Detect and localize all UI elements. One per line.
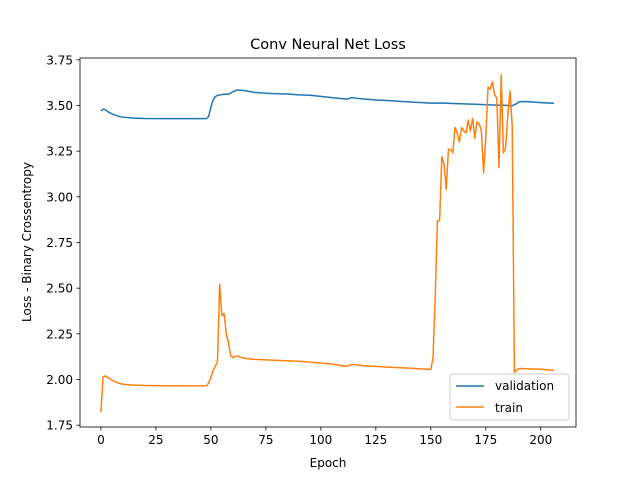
x-tick-label: 200	[529, 433, 552, 447]
y-tick-label: 2.00	[46, 373, 73, 387]
y-axis-label: Loss - Binary Crossentropy	[20, 162, 34, 322]
x-tick-label: 175	[474, 433, 497, 447]
x-axis-label: Epoch	[310, 456, 347, 470]
x-tick-label: 75	[258, 433, 273, 447]
legend-label-validation: validation	[495, 379, 554, 393]
y-tick-label: 3.25	[46, 145, 73, 159]
y-tick-label: 2.50	[46, 282, 73, 296]
y-tick-label: 3.00	[46, 190, 73, 204]
chart-title: Conv Neural Net Loss	[250, 37, 406, 53]
y-tick-label: 3.50	[46, 99, 73, 113]
series-line-validation	[100, 89, 555, 120]
series-lines	[100, 73, 555, 413]
series-line-train	[100, 73, 555, 413]
y-tick-label: 2.75	[46, 236, 73, 250]
x-tick-label: 0	[97, 433, 105, 447]
legend: validation train	[449, 373, 570, 421]
x-tick-label: 50	[203, 433, 218, 447]
plot-area	[80, 58, 576, 427]
x-tick-label: 25	[148, 433, 163, 447]
x-tick-label: 125	[364, 433, 387, 447]
x-tick-label: 100	[309, 433, 332, 447]
y-tick-label: 1.75	[46, 419, 73, 433]
legend-label-train: train	[495, 401, 523, 415]
y-tick-label: 2.25	[46, 327, 73, 341]
y-tick-label: 3.75	[46, 53, 73, 67]
y-axis-ticks: 1.75 2.00 2.25 2.50 2.75 3.00 3.25 3.50 3.75	[46, 53, 80, 433]
x-tick-label: 150	[419, 433, 442, 447]
x-axis-ticks: 0 25 50 75 100 125 150 175 200	[97, 427, 552, 447]
